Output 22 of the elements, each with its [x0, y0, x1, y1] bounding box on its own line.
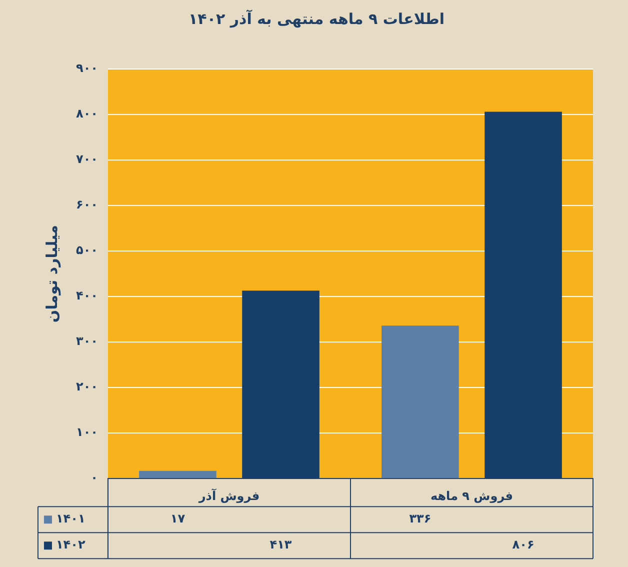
y-tick-label: ۲۰۰	[76, 380, 98, 394]
legend-label: ۱۴۰۱	[56, 512, 86, 526]
y-tick-label: ۸۰۰	[76, 106, 98, 121]
y-tick-label: ۴۰۰	[76, 288, 98, 303]
y-tick-label: ۹۰۰	[76, 61, 98, 76]
data-label: ۸۰۶	[512, 538, 534, 552]
bar	[139, 470, 216, 478]
y-tick-label: ۷۰۰	[76, 152, 98, 166]
y-axis-title: میلیارد تومان	[42, 224, 61, 323]
y-tick-label: ۳۰۰	[76, 334, 98, 348]
data-label: ۱۷	[170, 512, 186, 526]
y-tick-label: ۵۰۰	[76, 243, 98, 258]
y-tick-label: ۶۰۰	[76, 198, 98, 212]
legend-label: ۱۴۰۲	[56, 538, 86, 552]
data-label: ۴۱۳	[270, 538, 292, 552]
data-label: ۳۳۶	[409, 512, 432, 526]
chart-title: اطلاعات ۹ ماهه منتهی به آذر ۱۴۰۲	[188, 8, 444, 28]
y-tick-label: ۰	[90, 470, 98, 485]
x-tick-label: فروش ۹ ماهه	[430, 488, 514, 503]
x-tick-label: فروش آذر	[198, 488, 260, 503]
bar	[382, 326, 459, 478]
y-tick-label: ۱۰۰	[76, 425, 98, 440]
